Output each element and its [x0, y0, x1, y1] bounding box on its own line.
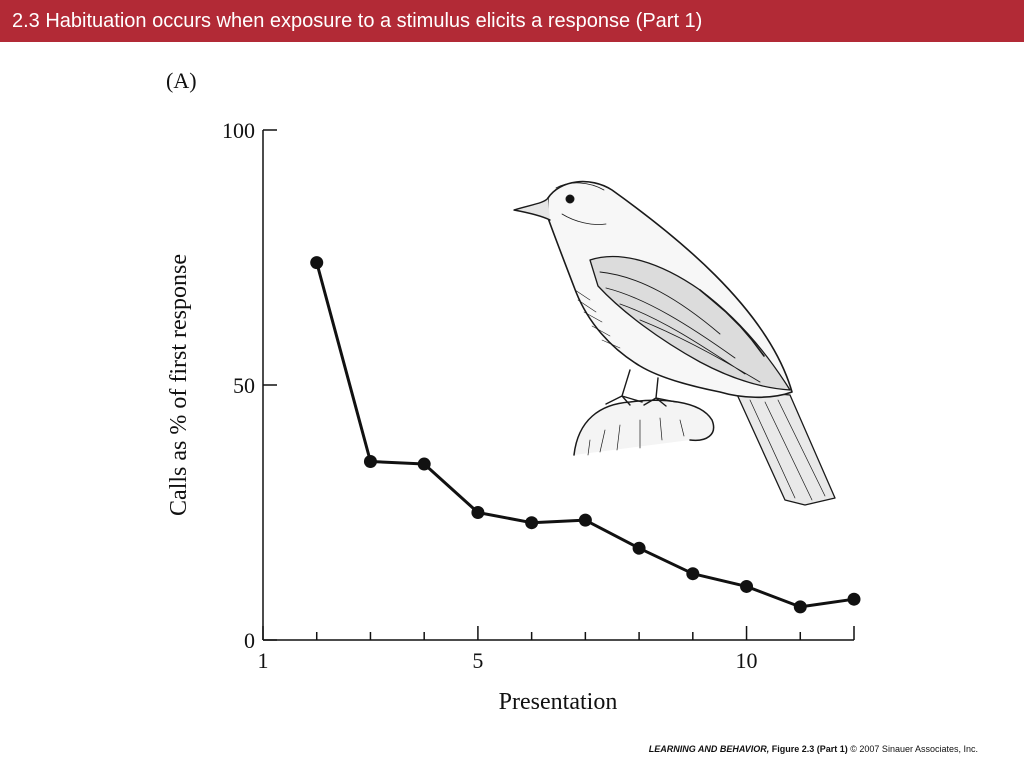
data-point: [471, 506, 485, 519]
data-point: [686, 567, 700, 581]
x-tick-label: 10: [736, 648, 758, 673]
x-tick-label: 5: [472, 648, 483, 673]
data-point: [578, 513, 592, 527]
footer-figure-ref: Figure 2.3 (Part 1): [769, 744, 848, 754]
x-tick-label: 1: [258, 648, 269, 673]
chart-axes: 0 50 100 1 5 10: [222, 118, 855, 673]
title-bar: 2.3 Habituation occurs when exposure to …: [0, 0, 1024, 42]
data-point: [363, 455, 377, 468]
footer-book-title: LEARNING AND BEHAVIOR,: [648, 744, 770, 754]
data-point: [310, 256, 324, 270]
x-axis-label: Presentation: [499, 689, 618, 715]
y-tick-label: 50: [233, 373, 255, 398]
y-tick-label: 0: [244, 628, 255, 653]
slide-title: 2.3 Habituation occurs when exposure to …: [12, 9, 703, 32]
bird-illustration-icon: [513, 180, 836, 506]
y-axis-label: Calls as % of first response: [166, 254, 192, 516]
footer-copyright: © 2007 Sinauer Associates, Inc.: [847, 744, 978, 754]
data-point: [632, 541, 646, 555]
figure-credit: LEARNING AND BEHAVIOR, Figure 2.3 (Part …: [649, 744, 978, 754]
data-point: [525, 516, 539, 530]
data-point: [417, 457, 431, 471]
data-point: [740, 579, 754, 593]
data-point: [847, 592, 861, 606]
chart-marks: [310, 256, 861, 614]
y-tick-label: 100: [222, 118, 255, 143]
data-point: [793, 600, 807, 614]
panel-label: (A): [166, 68, 197, 93]
